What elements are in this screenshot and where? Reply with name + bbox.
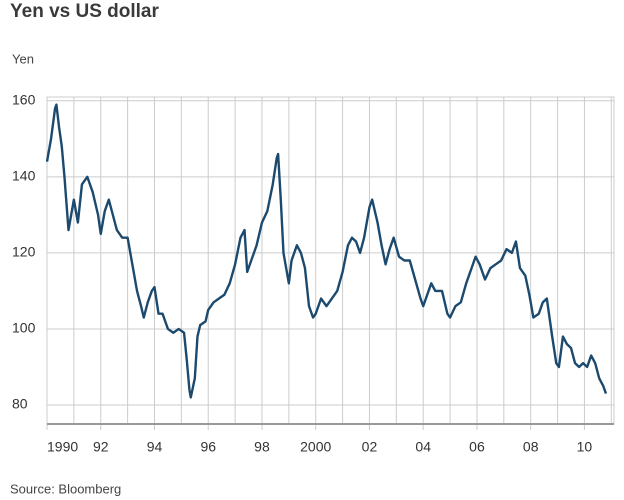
chart-title: Yen vs US dollar [10, 1, 159, 22]
x-tick-label: 1990 [47, 439, 78, 455]
y-tick-label: 160 [12, 92, 36, 108]
x-tick-label: 96 [200, 439, 216, 455]
y-tick-label: 140 [12, 168, 36, 184]
data-line [45, 103, 608, 399]
x-tick-label: 08 [523, 439, 539, 455]
source-note: Source: Bloomberg [10, 481, 121, 496]
y-tick-label: 120 [12, 244, 36, 260]
x-tick-label: 2000 [300, 439, 331, 455]
x-tick-label: 06 [469, 439, 485, 455]
x-tick-label: 02 [362, 439, 378, 455]
x-tick-label: 04 [415, 439, 431, 455]
y-tick-label: 80 [12, 396, 28, 412]
x-tick-label: 94 [147, 439, 163, 455]
y-tick-label: 100 [12, 320, 36, 336]
x-tick-label: 10 [577, 439, 593, 455]
x-tick-label: 98 [254, 439, 270, 455]
x-tick-label: 92 [93, 439, 109, 455]
y-axis-label: Yen [12, 51, 34, 66]
